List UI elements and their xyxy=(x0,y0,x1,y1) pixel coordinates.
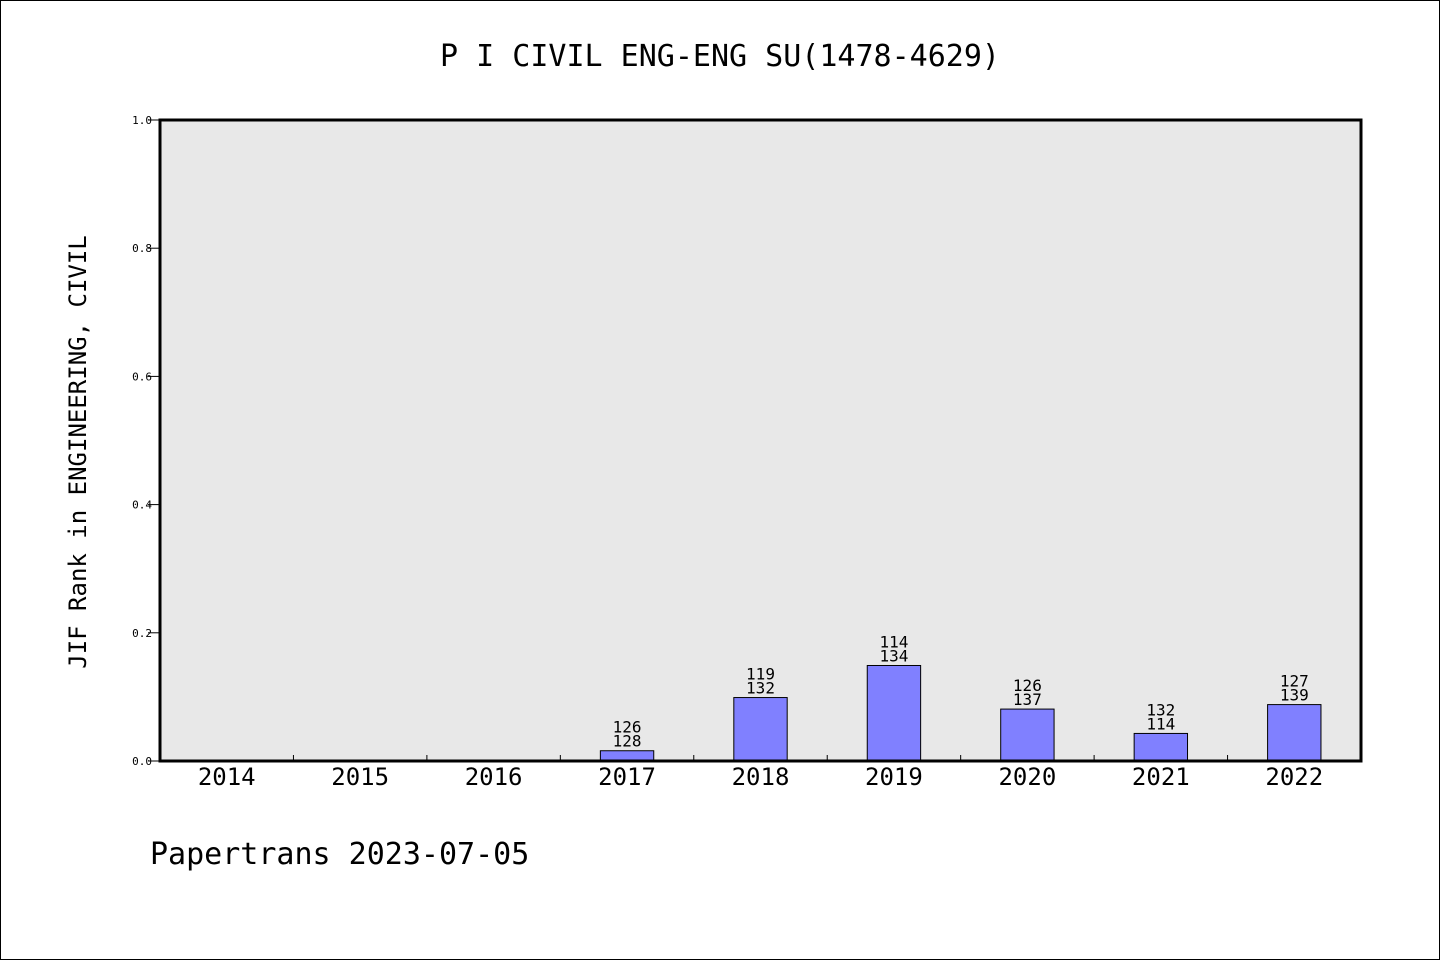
x-tick-label: 2017 xyxy=(598,763,656,791)
y-tick-label: 0.4 xyxy=(132,499,152,512)
x-tick-label: 2015 xyxy=(331,763,389,791)
x-tick-label: 2020 xyxy=(998,763,1056,791)
x-tick-label: 2018 xyxy=(732,763,790,791)
y-tick-label: 0.0 xyxy=(132,755,152,768)
bar-label-top: 114 xyxy=(879,632,908,651)
bar-label-top: 126 xyxy=(613,718,642,737)
y-tick-label: 0.6 xyxy=(132,370,152,383)
bar-2018 xyxy=(733,697,788,762)
y-axis-label: JIF Rank in ENGINEERING, CIVIL xyxy=(64,235,92,668)
bar-2019 xyxy=(866,664,922,762)
plot-frame xyxy=(158,118,1363,763)
y-tick-label: 1.0 xyxy=(132,114,152,127)
bar-label-bottom: 114 xyxy=(1146,714,1175,733)
bar-label-bottom: 134 xyxy=(879,646,908,665)
bar-label-top: 119 xyxy=(746,665,775,684)
bar-label-bottom: 128 xyxy=(613,732,642,751)
bar-label-top: 127 xyxy=(1280,672,1309,691)
footer-text: Papertrans 2023-07-05 xyxy=(150,837,529,872)
bar-2021 xyxy=(1133,732,1189,762)
bar-label-bottom: 132 xyxy=(746,679,775,698)
bar-2020 xyxy=(1000,708,1055,762)
bar-2017 xyxy=(599,750,655,762)
chart-title: P I CIVIL ENG-ENG SU(1478-4629) xyxy=(440,39,1000,74)
bar-label-bottom: 139 xyxy=(1280,686,1309,705)
x-tick-label: 2019 xyxy=(865,763,923,791)
y-tick-label: 0.8 xyxy=(132,242,152,255)
x-tick-label: 2022 xyxy=(1265,763,1323,791)
y-tick-label: 0.2 xyxy=(132,627,152,640)
plot-area xyxy=(160,120,1361,761)
bar-label-top: 126 xyxy=(1013,676,1042,695)
bar-label-bottom: 137 xyxy=(1013,690,1042,709)
x-tick-label: 2016 xyxy=(465,763,523,791)
x-tick-label: 2014 xyxy=(198,763,256,791)
bar-2022 xyxy=(1267,704,1322,762)
x-tick-label: 2021 xyxy=(1132,763,1190,791)
bar-label-top: 132 xyxy=(1146,700,1175,719)
